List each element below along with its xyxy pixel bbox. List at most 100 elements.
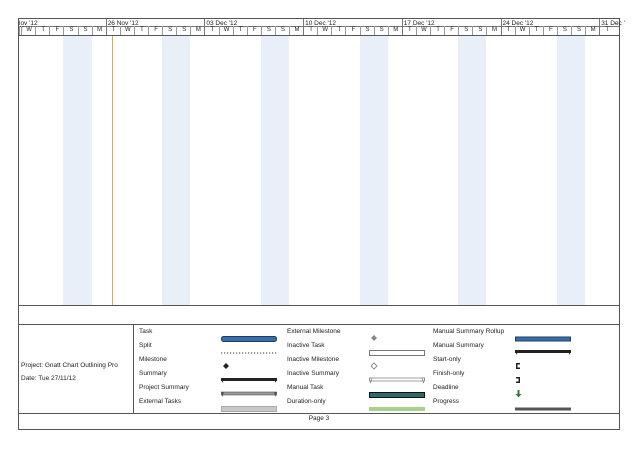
project-date: Date: Tue 27/11/12: [21, 375, 76, 382]
summary-bar-icon: [221, 371, 277, 389]
day-label: T: [35, 26, 50, 35]
day-label: W: [514, 26, 530, 35]
legend-label: Manual Summary Rollup: [433, 328, 505, 335]
day-label: T: [401, 26, 417, 35]
legend-label: Finish-only: [433, 370, 465, 377]
day-label: W: [21, 26, 36, 35]
inactive-task-bar-icon: [369, 343, 425, 361]
legend-label: External Tasks: [139, 398, 182, 405]
split-dotted-icon: [221, 343, 277, 361]
day-label: S: [77, 26, 93, 35]
day-label: F: [148, 26, 163, 35]
start-only-icon: [515, 357, 571, 375]
divider: [19, 413, 619, 414]
day-label: M: [289, 26, 304, 35]
day-label: S: [359, 26, 375, 35]
week-label: lov '12: [19, 20, 38, 27]
task-bar-icon: [221, 329, 277, 347]
milestone-diamond-icon: [221, 357, 277, 375]
day-label: T: [232, 26, 248, 35]
legend-label: Progress: [433, 398, 460, 405]
legend-label: Inactive Milestone: [287, 356, 340, 363]
day-label: F: [345, 26, 360, 35]
weekend-shading: [458, 36, 487, 305]
inactive-summary-icon: [369, 371, 425, 389]
week-label: 10 Dec '12: [305, 20, 336, 27]
day-label: S: [373, 26, 389, 35]
day-label: S: [472, 26, 487, 35]
external-milestone-icon: [369, 329, 425, 347]
week-label: 31 Dec ': [601, 20, 625, 27]
legend-label: Manual Summary: [433, 342, 484, 349]
day-label: W: [415, 26, 431, 35]
day-label: F: [246, 26, 262, 35]
week-label: 17 Dec '12: [403, 20, 435, 27]
day-label: T: [331, 26, 346, 35]
day-label: S: [556, 26, 572, 35]
legend-label: Inactive Task: [287, 342, 325, 349]
finish-only-icon: [515, 371, 571, 389]
weekend-shading: [63, 36, 92, 305]
manual-summary-icon: [515, 343, 571, 361]
header-divider: [19, 35, 619, 36]
gantt-chart-area: [19, 36, 619, 305]
day-label: T: [500, 26, 516, 35]
day-label: S: [274, 26, 290, 35]
manual-summary-rollup-icon: [515, 329, 571, 347]
legend-label: External Milestone: [287, 328, 341, 335]
day-label: M: [91, 26, 107, 35]
day-label: S: [260, 26, 276, 35]
legend-label: Duration-only: [287, 398, 326, 405]
day-label: M: [585, 26, 600, 35]
week-label: 03 Dec '12: [206, 20, 238, 27]
day-label: M: [190, 26, 205, 35]
legend-label: Deadline: [433, 384, 459, 391]
week-divider: [401, 19, 403, 35]
day-label: W: [218, 26, 234, 35]
day-label: F: [49, 26, 64, 35]
day-label: S: [458, 26, 473, 35]
week-divider: [303, 19, 305, 35]
external-task-bar-icon: [221, 399, 277, 417]
week-divider: [599, 19, 601, 35]
day-label: T: [105, 26, 121, 35]
day-label: T: [599, 26, 614, 35]
weekend-shading: [162, 36, 191, 305]
inactive-milestone-icon: [369, 357, 425, 375]
legend-label: Project Summary: [139, 384, 189, 391]
day-label: T: [528, 26, 544, 35]
day-label: S: [176, 26, 191, 35]
weekend-shading: [556, 36, 586, 305]
day-label: F: [542, 26, 558, 35]
day-label: T: [430, 26, 445, 35]
day-label: W: [119, 26, 135, 35]
legend-label: Milestone: [139, 356, 167, 363]
week-label: 24 Dec '12: [502, 20, 534, 27]
deadline-arrow-icon: [515, 385, 571, 403]
weekend-shading: [260, 36, 289, 305]
divider: [133, 324, 134, 413]
day-label: T: [204, 26, 219, 35]
duration-only-bar-icon: [369, 399, 425, 417]
legend-label: Task: [139, 328, 153, 335]
day-label: M: [486, 26, 501, 35]
header-divider: [19, 26, 619, 27]
legend-label: Summary: [139, 370, 167, 377]
current-date-line: [111, 36, 113, 305]
legend-label: Inactive Summary: [287, 370, 340, 377]
week-divider: [105, 19, 107, 35]
legend-label: Start-only: [433, 356, 461, 363]
day-label: S: [162, 26, 177, 35]
week-divider: [204, 19, 206, 35]
day-label: S: [63, 26, 78, 35]
day-label: W: [317, 26, 332, 35]
day-label: M: [387, 26, 403, 35]
day-label: T: [303, 26, 318, 35]
project-name: Project: Gnatt Chart Outlining Pro: [21, 362, 118, 369]
progress-bar-icon: [515, 399, 571, 417]
page-number: Page 3: [308, 415, 330, 422]
manual-task-bar-icon: [369, 385, 425, 403]
weekend-shading: [359, 36, 388, 305]
